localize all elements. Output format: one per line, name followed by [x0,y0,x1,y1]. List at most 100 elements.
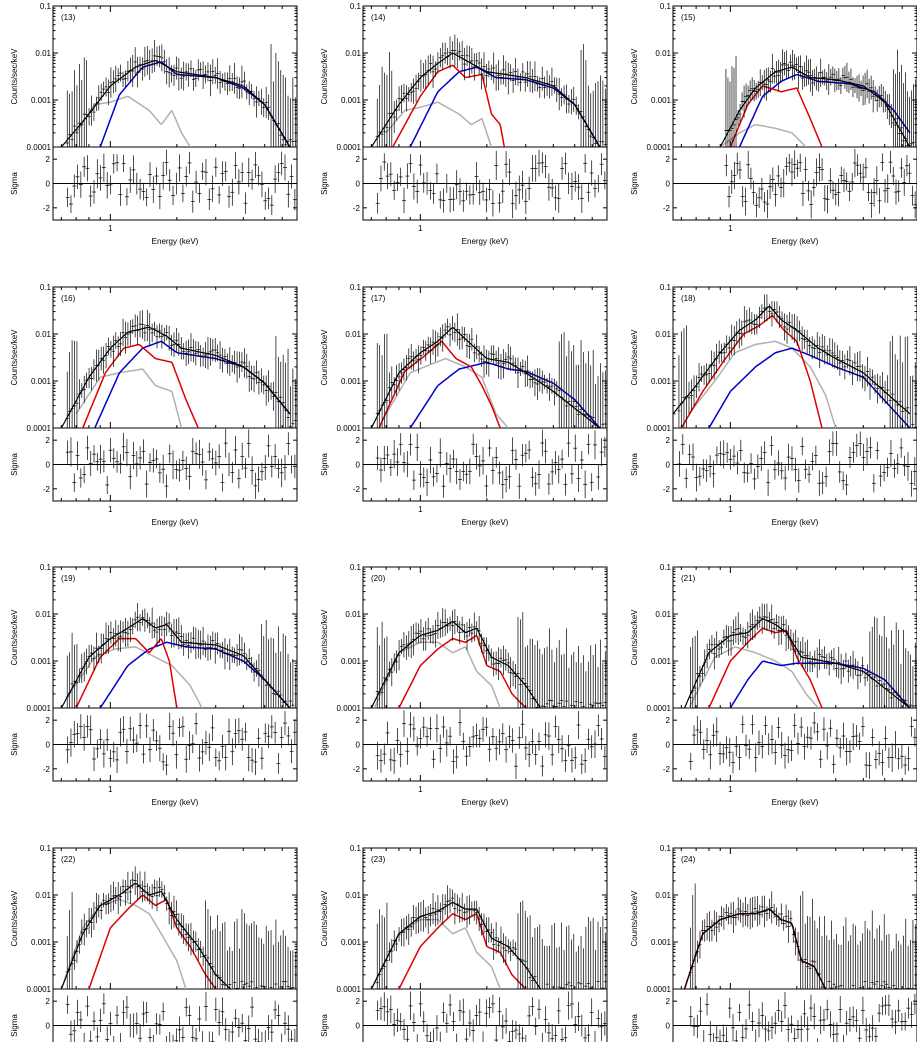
y-tick-label: 0.01 [655,49,671,58]
x-axis-label: Energy (keV) [462,237,509,246]
y-tick-label: 0.01 [345,891,361,900]
residual-tick-label: 0 [46,741,51,750]
residual-axis-label: Sigma [630,172,639,195]
red-model-curve [683,908,827,989]
gray-model-curve [75,368,183,428]
spectrum-panel: 0.1 0.01 0.001 0.0001 2 0 -2 1 (18) Counts/sec/ke… [630,283,917,527]
spectrum-frame [672,566,917,709]
y-tick-label: 0.1 [660,283,672,292]
y-tick-label: 0.1 [350,563,362,572]
residual-tick-label: -2 [43,204,51,213]
residual-axis-label: Sigma [320,172,329,195]
red-model-curve [82,343,199,428]
residual-tick-label: 2 [666,155,671,164]
y-axis-label: Counts/sec/keV [630,609,639,666]
x-tick-label: 1 [728,224,733,233]
x-axis-label: Energy (keV) [152,518,199,527]
residual-tick-label: 0 [666,741,671,750]
y-tick-label: 0.1 [40,283,52,292]
residual-frame [52,988,298,1042]
y-tick-label: 0.1 [350,2,362,11]
spectrum-plot-area [673,294,917,428]
spectrum-frame [52,286,298,429]
spectrum-panel: 0.1 0.01 0.001 0.0001 2 0 -2 1 (20) Counts/sec/ke… [320,563,608,807]
y-tick-label: 0.0001 [27,424,52,433]
x-axis-label: Energy (keV) [462,798,509,807]
blue-model-curve [708,347,911,428]
y-tick-label: 0.001 [651,96,672,105]
y-tick-label: 0.01 [35,49,51,58]
spectrum-frame [52,566,298,709]
black-model-curve [370,327,601,428]
residual-axis-label: Sigma [320,1014,329,1037]
blue-model-curve [729,660,911,708]
residual-axis-label: Sigma [630,1014,639,1037]
y-tick-label: 0.01 [655,330,671,339]
residual-tick-label: 0 [46,1022,51,1031]
spectrum-panel: 0.1 0.01 0.001 0.0001 2 0 -2 1 (14) Counts/sec/ke… [320,2,608,246]
black-model-curve [683,908,827,989]
residual-axis-label: Sigma [320,733,329,756]
gray-model-curve [688,340,837,428]
spectrum-panel: 0.1 0.01 0.001 0.0001 2 0 -2 1 (16) Counts/sec/ke… [10,283,298,527]
residual-plot-area [65,711,297,776]
panel-label: (24) [681,855,696,864]
residual-tick-label: -2 [353,204,361,213]
spectrum-panel: 0.1 0.01 0.001 0.0001 2 0 -2 1 (17) Counts/sec/ke… [320,283,608,527]
spectrum-frame [362,566,608,709]
y-tick-label: 0.0001 [337,985,362,994]
residual-tick-label: 2 [46,436,51,445]
panel-label: (18) [681,294,696,303]
red-model-curve [75,637,178,708]
spectrum-panel: 0.1 0.01 0.001 0.0001 2 0 -2 1 (13) Counts/sec/ke… [10,2,298,246]
x-axis-label: Energy (keV) [152,237,199,246]
panel-label: (23) [371,855,386,864]
y-tick-label: 0.001 [341,657,362,666]
x-tick-label: 1 [728,785,733,794]
y-tick-label: 0.1 [660,563,672,572]
y-tick-label: 0.001 [31,938,52,947]
spectrum-plot-area [370,608,607,708]
panel-label: (20) [371,574,386,583]
spectrum-panel: 0.1 0.01 0.001 0.0001 2 0 -2 1 (19) Counts/sec/ke… [10,563,298,807]
y-axis-label: Counts/sec/keV [10,329,19,386]
y-tick-label: 0.1 [40,844,52,853]
x-tick-label: 1 [108,224,113,233]
x-tick-label: 1 [108,505,113,514]
y-axis-label: Counts/sec/keV [320,329,329,386]
red-model-curve [398,634,527,708]
y-tick-label: 0.0001 [337,143,362,152]
residual-tick-label: 0 [356,1022,361,1031]
residual-tick-label: 2 [666,716,671,725]
residual-tick-label: 0 [666,461,671,470]
y-axis-label: Counts/sec/keV [320,609,329,666]
residual-tick-label: 2 [356,155,361,164]
gray-model-curve [75,95,191,147]
y-tick-label: 0.1 [350,283,362,292]
residual-plot-area [688,712,917,780]
residual-plot-area [65,428,297,499]
residual-tick-label: 2 [46,997,51,1006]
x-axis-label: Energy (keV) [772,518,819,527]
residual-tick-label: 2 [666,997,671,1006]
residual-plot-area [375,989,607,1042]
y-tick-label: 0.001 [341,377,362,386]
y-axis-label: Counts/sec/keV [630,329,639,386]
residual-plot-area [375,149,607,219]
y-tick-label: 0.001 [651,377,672,386]
y-tick-label: 0.01 [655,891,671,900]
residual-tick-label: 0 [46,461,51,470]
black-model-curve [370,52,601,147]
residual-axis-label: Sigma [10,453,19,476]
spectrum-panel: 0.10.010.0010.000120-21(23)Counts/sec/ke… [320,844,608,1042]
residual-tick-label: -2 [353,765,361,774]
panel-label: (22) [61,855,76,864]
x-axis-label: Energy (keV) [462,518,509,527]
y-axis-label: Counts/sec/keV [10,609,19,666]
residual-plot-area [375,429,607,499]
residual-tick-label: 0 [46,180,51,189]
residual-tick-label: -2 [663,765,671,774]
residual-tick-label: -2 [43,765,51,774]
black-model-curve [60,326,291,428]
